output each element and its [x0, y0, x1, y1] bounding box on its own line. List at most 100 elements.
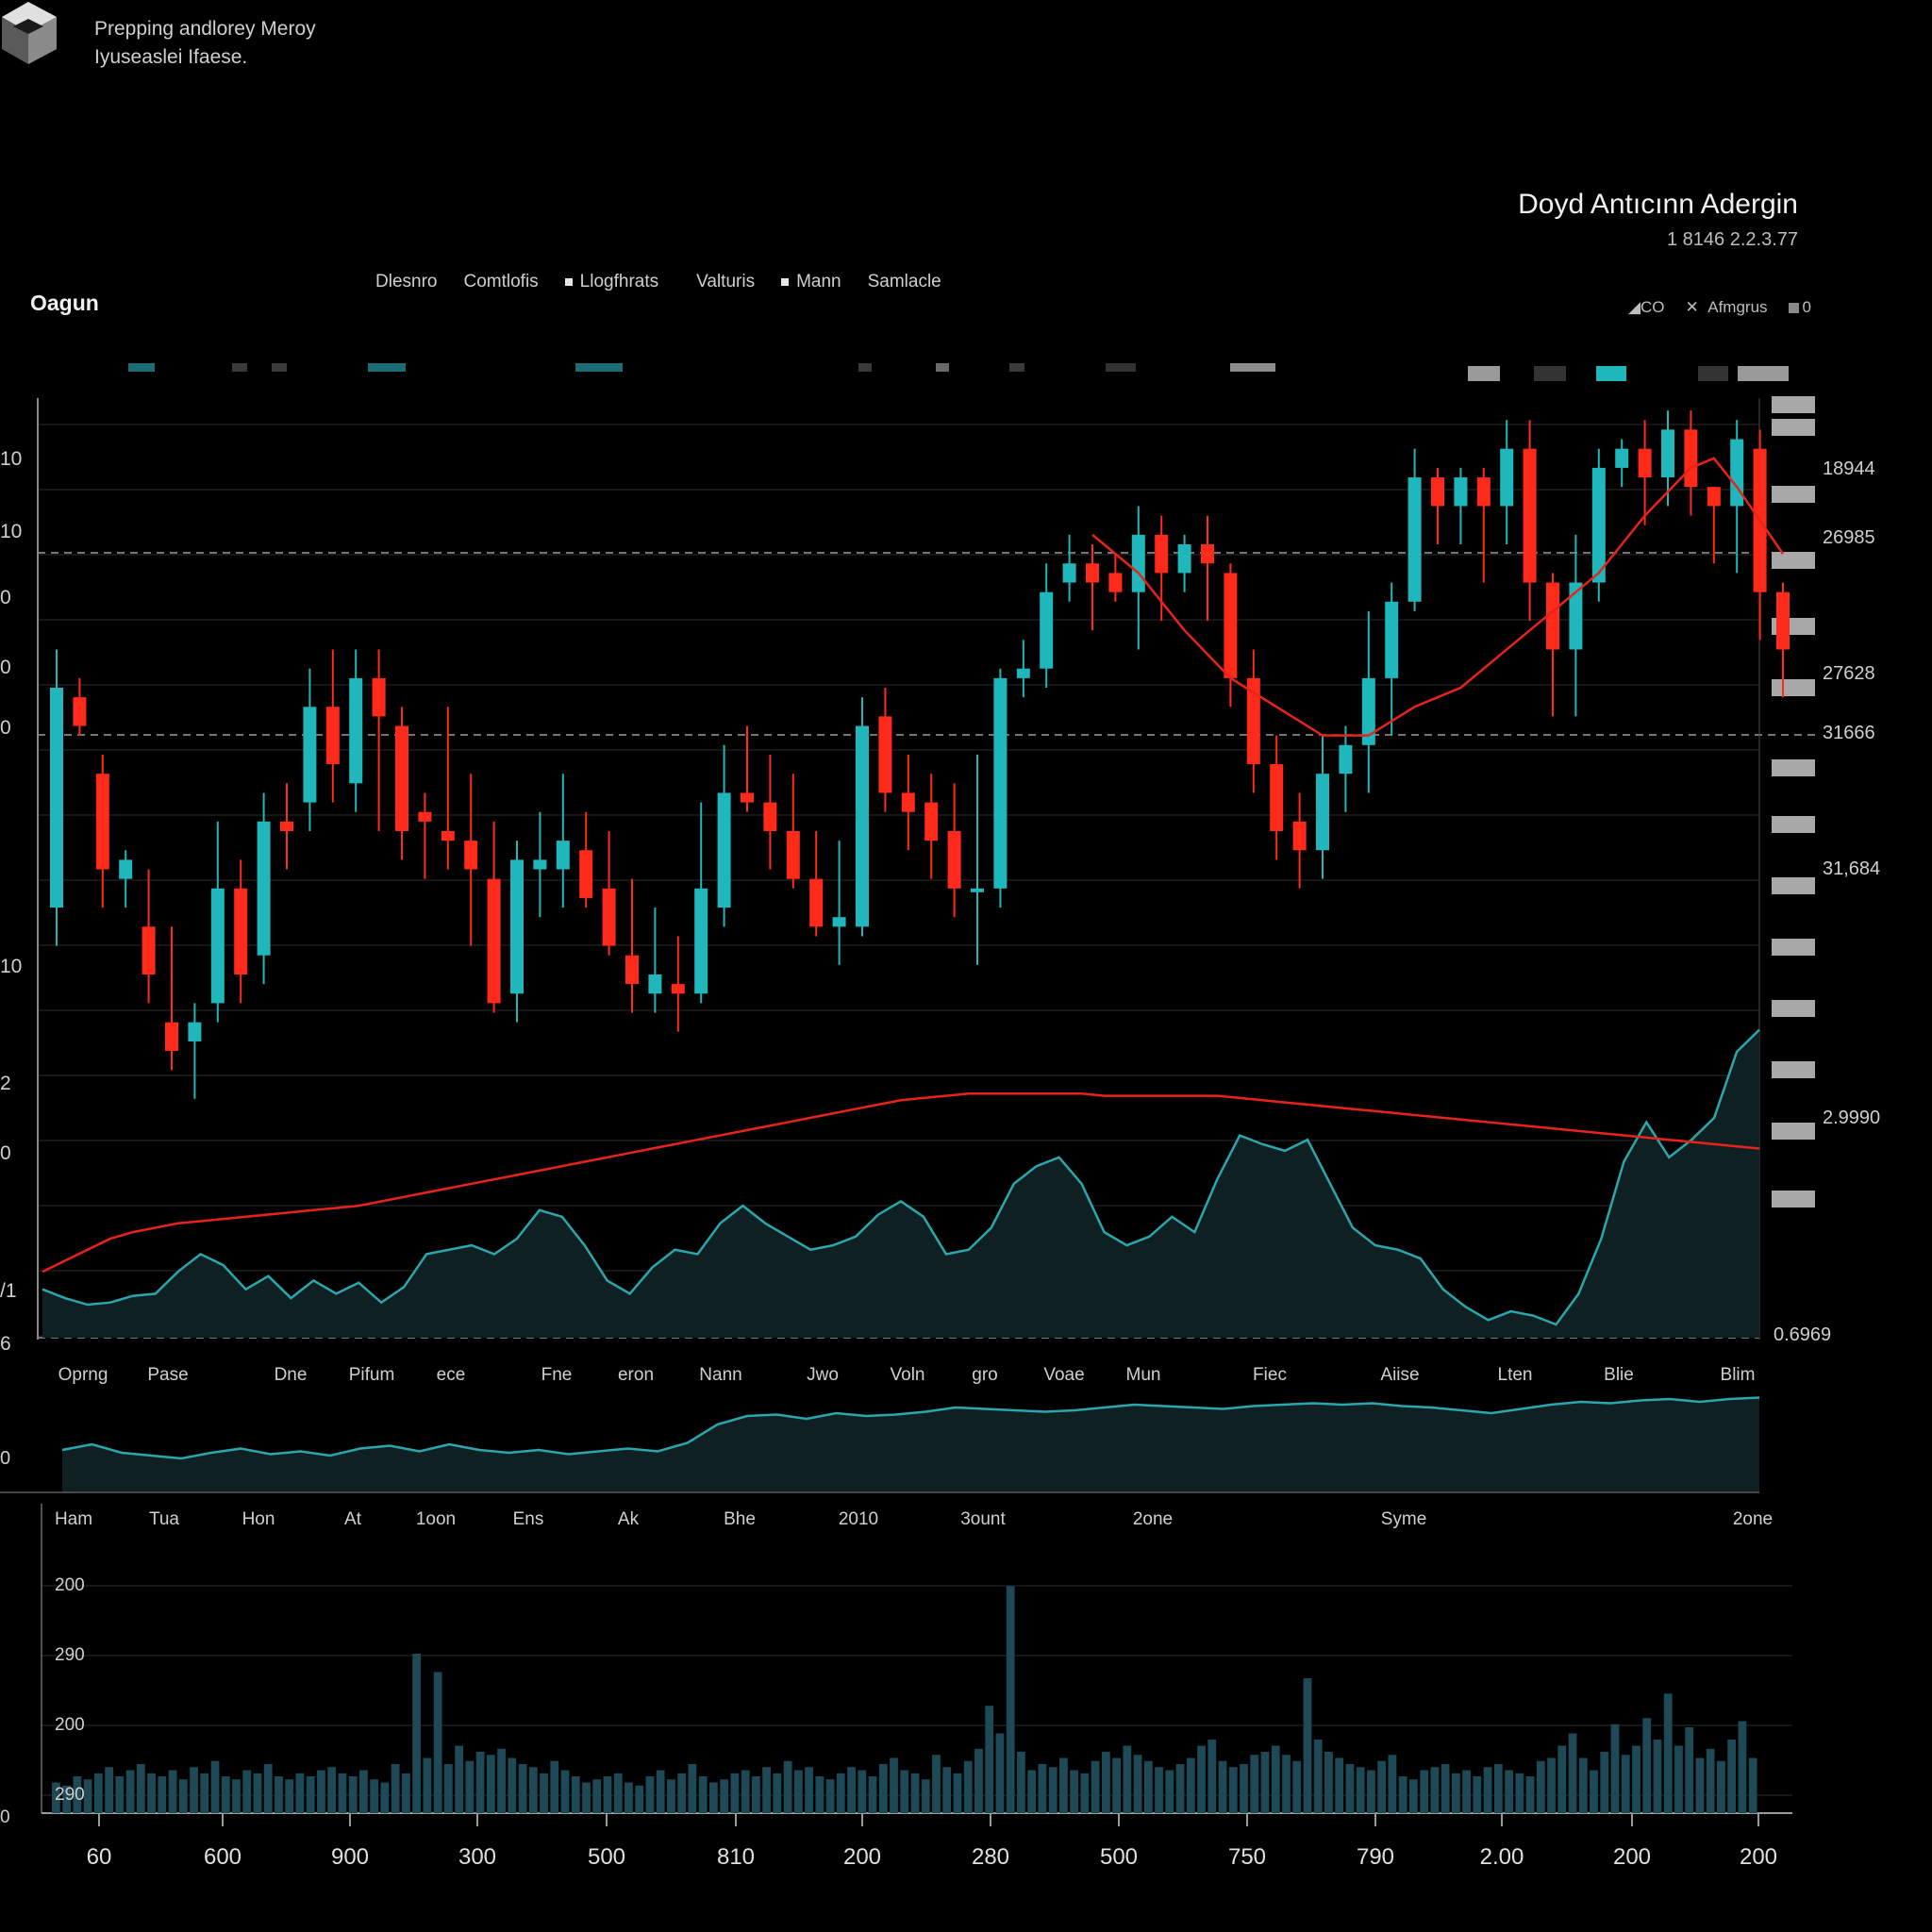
candle-body: [303, 707, 317, 803]
x-tick-label: 280: [972, 1844, 1009, 1870]
volume-bar: [963, 1760, 973, 1813]
volume-bar: [1441, 1764, 1450, 1813]
volume-bar: [995, 1733, 1005, 1813]
control-right[interactable]: 0: [1788, 298, 1811, 317]
x-tick-label: ece: [437, 1365, 466, 1385]
volume-bar: [1091, 1760, 1100, 1813]
volume-bar: [635, 1785, 644, 1813]
volume-bar: [985, 1706, 994, 1813]
volume-bar: [1303, 1678, 1312, 1813]
candle-body: [1638, 448, 1652, 478]
x-tick-label: Blim: [1721, 1365, 1756, 1385]
x-tick-label: Ak: [618, 1509, 640, 1529]
left-axis-label: 10: [0, 521, 22, 542]
volume-bar: [1292, 1760, 1302, 1813]
tab-label: Llogfhrats: [579, 272, 659, 291]
volume-bar: [592, 1779, 602, 1813]
tab-2[interactable]: Comtlofis: [463, 272, 538, 292]
volume-bar: [1208, 1740, 1217, 1813]
volume-bar: [1653, 1740, 1662, 1813]
control-left-label: CO: [1641, 298, 1665, 316]
volume-bar: [1493, 1764, 1503, 1813]
volume-bar: [221, 1776, 230, 1813]
volume-bar: [847, 1767, 856, 1813]
candle-body: [1339, 744, 1353, 774]
volume-bar: [1748, 1757, 1757, 1813]
x-tick-label: gro: [972, 1365, 997, 1385]
volume-bar: [433, 1672, 442, 1813]
x-tick-label: Ham: [55, 1509, 92, 1529]
control-middle[interactable]: ✕ Afmgrus: [1686, 298, 1768, 317]
control-left[interactable]: ◢CO: [1627, 298, 1665, 316]
volume-bar: [1578, 1757, 1588, 1813]
tab-3[interactable]: Llogfhrats: [564, 272, 659, 292]
y-tick-label: 200: [55, 1715, 85, 1735]
candle-body: [947, 831, 961, 889]
x-tick-label: Pase: [147, 1365, 188, 1385]
volume-bar: [825, 1779, 835, 1813]
candle-body: [856, 725, 869, 927]
volume-bar: [762, 1767, 771, 1813]
indicator-strip: [858, 363, 872, 372]
candle-body: [924, 802, 939, 841]
volume-bar: [890, 1757, 898, 1813]
volume-bar: [1536, 1760, 1545, 1813]
tab-marker-icon: [781, 278, 790, 286]
volume-bar: [773, 1773, 782, 1813]
x-tick-label: Voae: [1043, 1365, 1084, 1385]
candle-body: [510, 859, 524, 994]
volume-bar: [921, 1779, 930, 1813]
indicator-strip: [1698, 366, 1728, 381]
x-tick-label: 790: [1357, 1844, 1394, 1870]
x-tick-label: Lten: [1498, 1365, 1533, 1385]
x-tick-label: Mun: [1126, 1365, 1161, 1385]
indicator-strip: [128, 363, 155, 372]
tab-marker-icon: [564, 278, 573, 286]
volume-bar: [62, 1785, 72, 1813]
indicator-strip: [1534, 366, 1566, 381]
volume-bar: [900, 1770, 909, 1813]
axis-marker: [1772, 1061, 1815, 1078]
x-tick-label: 900: [331, 1844, 369, 1870]
volume-bar: [158, 1776, 167, 1813]
x-tick-label: Bhe: [724, 1509, 756, 1529]
volume-bar: [73, 1776, 82, 1813]
tab-5[interactable]: Mann: [781, 272, 841, 292]
volume-bar: [136, 1764, 145, 1813]
candle-body: [1131, 534, 1145, 592]
candle-body: [1040, 591, 1054, 669]
candle-body: [1454, 477, 1468, 507]
tab-4[interactable]: Valturis: [696, 272, 755, 292]
volume-bar: [582, 1782, 591, 1813]
volume-bar: [1462, 1770, 1471, 1813]
candle-body: [1476, 477, 1491, 507]
volume-bar: [625, 1782, 633, 1813]
volume-bar: [497, 1748, 506, 1813]
candle-body: [210, 888, 225, 1004]
axis-marker: [1772, 486, 1815, 503]
x-tick-label: Fne: [541, 1365, 573, 1385]
candle-body: [579, 850, 593, 898]
volume-bar: [147, 1773, 156, 1813]
candle-body: [464, 841, 478, 870]
candle-body: [1224, 573, 1238, 678]
tab-1[interactable]: Dlesnro: [375, 272, 437, 292]
candle-body: [741, 792, 754, 803]
volume-bar: [1377, 1760, 1387, 1813]
candle-body: [602, 888, 616, 946]
axis-marker: [1772, 552, 1815, 569]
moving-average-line: [1091, 457, 1785, 737]
volume-bar: [1483, 1767, 1492, 1813]
volume-bar: [741, 1770, 750, 1813]
tab-6[interactable]: Samlacle: [868, 272, 941, 292]
volume-bar: [560, 1770, 570, 1813]
volume-bar: [805, 1767, 813, 1813]
axis-marker: [1772, 877, 1815, 894]
candle-body: [993, 677, 1008, 889]
volume-bar: [1218, 1760, 1227, 1813]
indicator-strip: [232, 363, 247, 372]
volume-bar: [667, 1779, 675, 1813]
candle-body: [786, 831, 800, 879]
volume-bar: [1228, 1767, 1238, 1813]
volume-bar: [1260, 1752, 1270, 1813]
